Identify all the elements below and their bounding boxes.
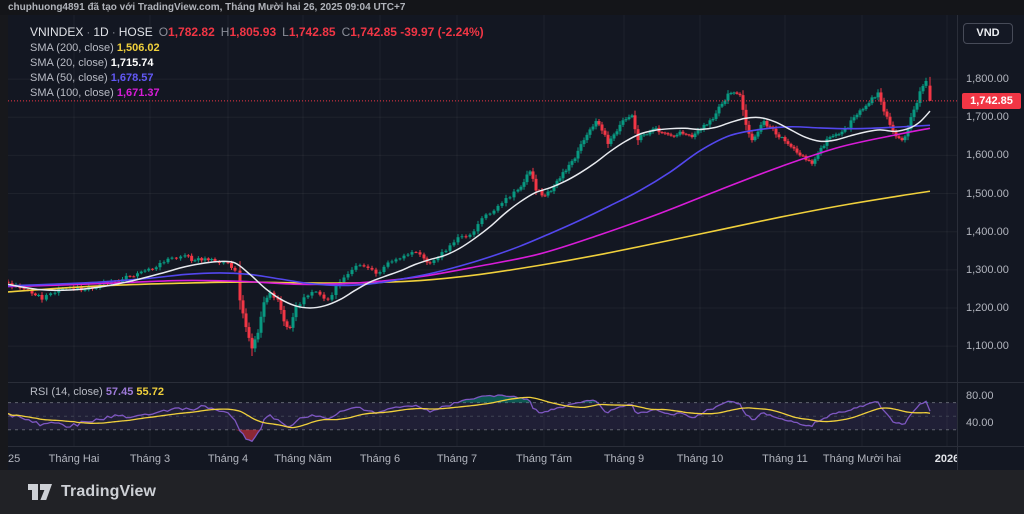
time-axis-label: Tháng Hai — [48, 453, 100, 465]
ohlc-value: 1,742.85 — [288, 25, 336, 39]
price-axis-label: 1,300.00 — [966, 263, 1009, 276]
rsi-chart-canvas[interactable] — [8, 383, 957, 446]
time-axis-label: Tháng 6 — [359, 453, 401, 465]
ohlc-key: C — [341, 25, 351, 39]
time-scale[interactable]: 25 Tháng Hai Tháng 3 Tháng 4 Tháng Năm Tháng … — [8, 447, 957, 470]
legend-separator: · — [111, 25, 116, 39]
rsi-label: RSI (14, close) — [30, 386, 106, 398]
ohlc-key: L — [282, 25, 289, 39]
attribution-bar: chuphuong4891 đã tạo với TradingView.com… — [0, 0, 1024, 15]
rsi-legend[interactable]: RSI (14, close) 57.45 55.72 — [30, 386, 164, 401]
time-axis-label: Tháng Tám — [515, 453, 573, 465]
price-axis-label: 1,200.00 — [966, 301, 1009, 314]
time-axis-label: 25 — [8, 453, 21, 465]
rsi-axis-label: 40.00 — [966, 416, 994, 429]
pane-separator[interactable] — [8, 382, 1024, 383]
price-axis-label: 1,500.00 — [966, 187, 1009, 200]
price-axis-label: 1,400.00 — [966, 225, 1009, 238]
symbol-title-part: 1D — [93, 25, 109, 39]
price-axis-label: 1,100.00 — [966, 340, 1009, 353]
symbol-title-part: HOSE — [118, 25, 153, 39]
symbol-row[interactable]: VNINDEX · 1D · HOSE O1,782.82 H1,805.93 L1,742.… — [30, 25, 484, 39]
time-axis-label: Tháng 9 — [603, 453, 645, 465]
currency-button[interactable]: VND — [963, 23, 1013, 44]
price-axis-label: 1,800.00 — [966, 73, 1009, 86]
tradingview-brand-text[interactable]: TradingView — [61, 483, 157, 500]
rsi-pane[interactable]: RSI (14, close) 57.45 55.72 — [8, 383, 957, 446]
indicator-row[interactable]: SMA (50, close) 1,678.57 — [30, 72, 484, 84]
symbol-title-part: VNINDEX — [30, 25, 84, 39]
indicator-row[interactable]: SMA (200, close) 1,506.02 — [30, 42, 484, 54]
change-value: -39.97 (-2.24%) — [396, 25, 484, 39]
rsi-value: 55.72 — [136, 386, 164, 398]
price-pane[interactable]: VNINDEX · 1D · HOSE O1,782.82 H1,805.93 L1,742.… — [8, 15, 957, 382]
indicator-label: SMA (50, close) — [30, 72, 111, 84]
rsi-indicator-row[interactable]: RSI (14, close) 57.45 55.72 — [30, 386, 164, 398]
attribution-text: chuphuong4891 đã tạo với TradingView.com… — [8, 2, 406, 13]
indicator-row[interactable]: SMA (100, close) 1,671.37 — [30, 87, 484, 99]
price-axis-label: 1,700.00 — [966, 111, 1009, 124]
time-axis-label: Tháng 4 — [207, 453, 249, 465]
time-axis-separator — [8, 446, 1024, 447]
rsi-axis-label: 80.00 — [966, 389, 994, 402]
ohlc-value: 1,742.85 — [350, 25, 397, 39]
ohlc-value: 1,805.93 — [229, 25, 277, 39]
indicator-value: 1,506.02 — [116, 42, 160, 54]
last-price-badge: 1,742.85 — [962, 92, 1021, 109]
price-scale[interactable]: VND 1,742.85 1,800.00 1,700.00 1,600.00 1,5… — [957, 15, 1024, 470]
time-axis-label: Tháng 3 — [129, 453, 171, 465]
ohlc-key: H — [220, 25, 230, 39]
footer: TradingView — [0, 470, 1024, 514]
time-axis-label: Tháng 10 — [676, 453, 724, 465]
ohlc-legend[interactable]: VNINDEX · 1D · HOSE O1,782.82 H1,805.93 L1,742.… — [30, 25, 484, 102]
tradingview-logo-icon — [28, 483, 52, 500]
indicator-label: SMA (100, close) — [30, 87, 117, 99]
indicator-value: 1,715.74 — [110, 57, 154, 69]
time-axis-label: Tháng Năm — [274, 453, 332, 465]
ohlc-value: 1,782.82 — [168, 25, 215, 39]
legend-separator: · — [86, 25, 91, 39]
time-axis-label: Tháng Mười hai — [822, 453, 902, 465]
indicator-row[interactable]: SMA (20, close) 1,715.74 — [30, 57, 484, 69]
indicator-label: SMA (20, close) — [30, 57, 111, 69]
ohlc-key: O — [158, 25, 169, 39]
indicator-label: SMA (200, close) — [30, 42, 117, 54]
price-chart-canvas[interactable] — [8, 15, 957, 382]
rsi-value: 57.45 — [105, 386, 137, 398]
chart-widget: VNINDEX · 1D · HOSE O1,782.82 H1,805.93 L1,742.… — [8, 15, 1024, 470]
tradingview-logo[interactable] — [28, 483, 52, 501]
time-axis-label: Tháng 11 — [762, 453, 808, 465]
indicator-value: 1,671.37 — [116, 87, 160, 99]
indicator-value: 1,678.57 — [110, 72, 154, 84]
price-axis-label: 1,600.00 — [966, 149, 1009, 162]
time-axis-label: Tháng 7 — [436, 453, 478, 465]
time-axis-label: 2026 — [934, 453, 957, 465]
